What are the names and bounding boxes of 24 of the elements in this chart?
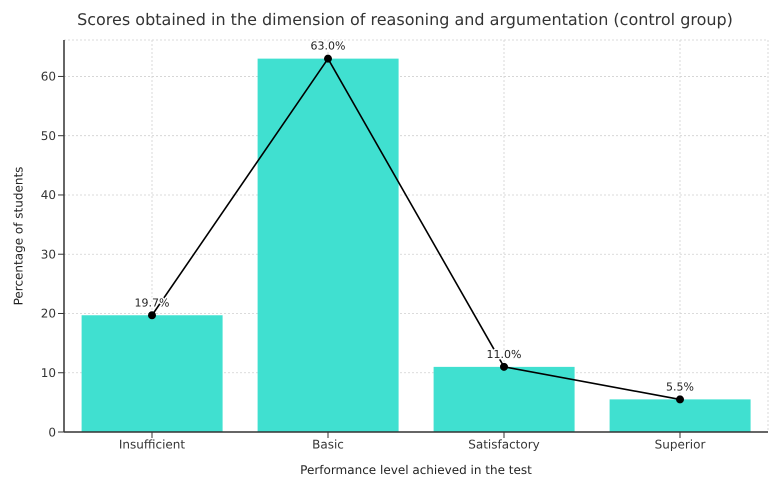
x-tick-label: Superior [654,438,706,452]
y-tick-label: 10 [40,366,56,380]
point [500,362,508,371]
y-tick-label: 40 [40,188,56,202]
x-tick-label: Basic [312,438,344,452]
chart-title: Scores obtained in the dimension of reasoning and argumentation (control group) [76,9,734,31]
bar [610,399,751,432]
x-tick-label: Insufficient [118,438,186,452]
y-tick-label: 30 [40,247,56,262]
y-tick-label: 50 [40,128,56,143]
bar [258,58,399,432]
bar [434,366,575,432]
y-tick-label: 20 [40,306,56,321]
data-label: 5.5% [666,380,694,394]
x-axis-title: Performance level achieved in the test [300,463,532,477]
point [148,311,156,320]
point [676,395,684,404]
x-tick-label: Satisfactory [468,438,540,452]
bar [82,315,223,432]
y-tick-label: 0 [48,425,56,440]
y-tick-label: 60 [40,70,56,84]
y-axis-title: Percentage of students [11,166,26,306]
data-label: 63.0% [310,40,346,53]
point [324,54,332,63]
